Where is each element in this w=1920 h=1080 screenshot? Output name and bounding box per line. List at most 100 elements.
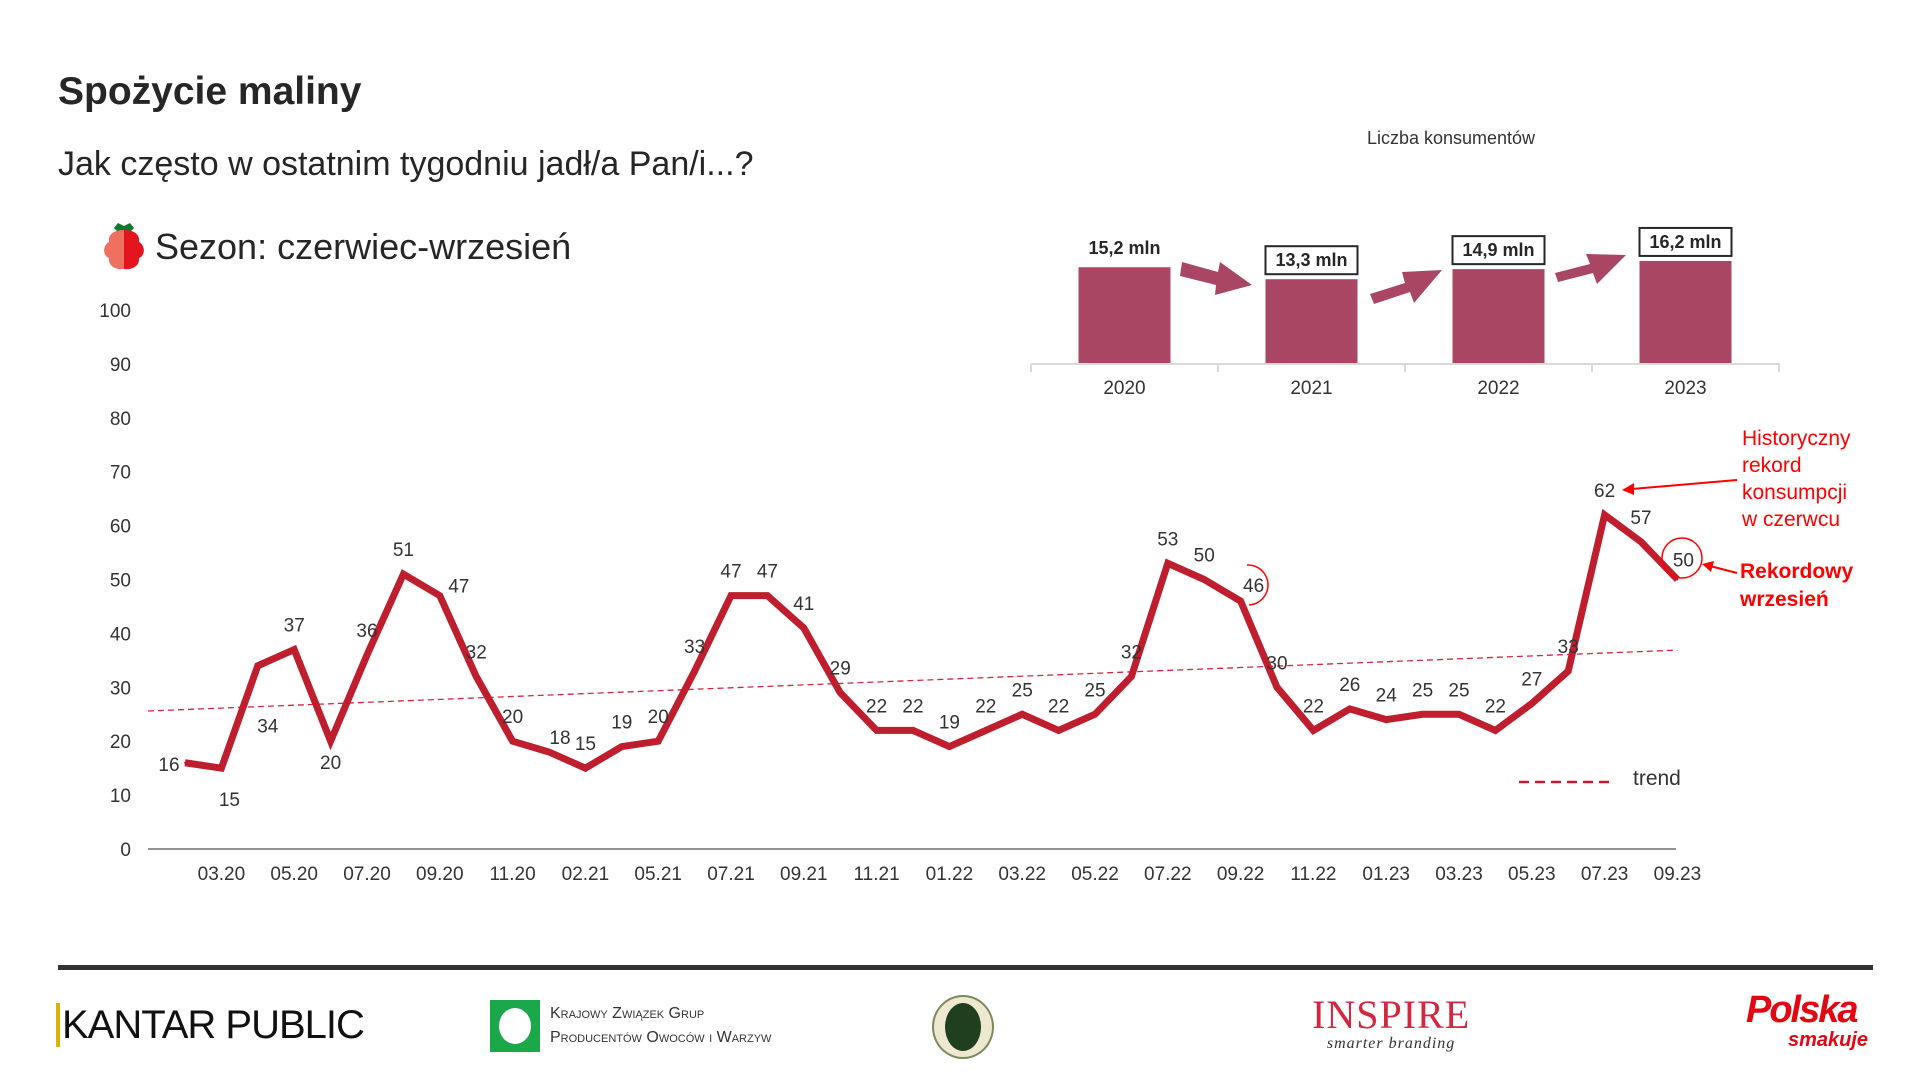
data-label: 47: [448, 577, 469, 598]
trend-line: [147, 649, 1678, 712]
data-label: 47: [720, 562, 741, 583]
legend-trend-label: trend: [1633, 767, 1681, 790]
data-label: 26: [1339, 675, 1360, 696]
data-label: 22: [1303, 696, 1324, 717]
data-point: [1421, 713, 1424, 716]
data-label: 47: [757, 562, 778, 583]
data-label: 33: [684, 637, 705, 658]
data-point: [1567, 670, 1570, 673]
data-point: [620, 745, 623, 748]
data-label: 50: [1194, 546, 1215, 567]
season-label: Sezon: czerwiec-wrzesień: [155, 226, 572, 267]
page-title: Spożycie maliny: [58, 70, 362, 113]
annotation-line: w czerwcu: [1741, 508, 1840, 531]
data-point: [1530, 702, 1533, 705]
data-label: 53: [1157, 529, 1178, 550]
data-point: [1676, 578, 1679, 581]
y-tick-label: 30: [110, 678, 131, 699]
data-point: [912, 729, 914, 732]
data-label: 20: [502, 707, 523, 728]
data-point: [548, 750, 550, 753]
annotation-line: rekord: [1742, 454, 1802, 477]
x-tick-label: 07.23: [1581, 864, 1629, 885]
data-point: [184, 761, 186, 764]
bar-value-label: 13,3 mln: [1275, 250, 1347, 270]
annotation-line: Rekordowy: [1740, 560, 1854, 583]
data-label: 50: [1673, 551, 1694, 572]
data-label: 24: [1376, 686, 1398, 707]
data-label: 22: [866, 696, 887, 717]
bar-category-label: 2020: [1103, 378, 1145, 399]
annotation-line: wrzesień: [1739, 588, 1829, 611]
record-annotation: Historyczny rekord konsumpcji w czerwcu: [1741, 427, 1851, 531]
annotation-line: Historyczny: [1742, 427, 1851, 450]
x-tick-label: 03.22: [998, 864, 1046, 885]
data-point: [1276, 686, 1278, 689]
data-point: [1603, 513, 1606, 516]
data-label: 32: [466, 643, 487, 664]
inset-title: Liczba konsumentów: [1367, 128, 1536, 148]
data-point: [1166, 562, 1169, 565]
page-subtitle: Jak często w ostatnim tygodniu jadł/a Pa…: [58, 145, 754, 183]
kantar-public-logo: KANTAR PUBLIC: [56, 1003, 365, 1048]
x-tick-label: 09.20: [416, 864, 464, 885]
data-point: [839, 691, 842, 694]
data-label: 62: [1594, 481, 1615, 502]
data-point: [1494, 729, 1497, 732]
data-point: [766, 594, 769, 597]
data-label: 33: [1558, 637, 1579, 658]
data-label: 41: [793, 594, 814, 615]
data-label: 32: [1121, 643, 1142, 664]
data-label: 15: [219, 790, 240, 811]
y-tick-label: 20: [110, 732, 131, 753]
record-arrow: [1631, 479, 1738, 490]
x-tick-label: 02.21: [562, 864, 610, 885]
x-tick-label: 05.22: [1071, 864, 1119, 885]
ministry-seal-icon: [932, 995, 994, 1059]
data-label: 18: [549, 728, 570, 749]
data-point: [584, 767, 587, 770]
x-tick-label: 01.22: [926, 864, 974, 885]
series-line: [184, 508, 1680, 773]
data-point: [220, 767, 223, 770]
kzgpoiw-logo: Krajowy Związek Grup Producentów Owoców i…: [490, 1000, 771, 1052]
data-label: 25: [1412, 680, 1433, 701]
highlight-arc: [1246, 564, 1269, 606]
y-tick-label: 0: [120, 840, 131, 861]
logo-text: Krajowy Związek Grup: [550, 1005, 705, 1022]
bar-value-label: 16,2 mln: [1649, 232, 1721, 252]
data-point: [1094, 713, 1096, 716]
data-label: 27: [1521, 669, 1542, 690]
data-label: 51: [393, 540, 414, 561]
x-tick-label: 05.20: [270, 864, 318, 885]
x-tick-label: 03.20: [198, 864, 246, 885]
data-point: [1021, 713, 1024, 716]
data-point: [293, 648, 296, 651]
kzgpoiw-logo-icon: [490, 1000, 540, 1052]
data-point: [1057, 729, 1060, 732]
data-label: 25: [1012, 680, 1033, 701]
data-point: [1458, 713, 1460, 716]
data-label: 46: [1243, 576, 1264, 597]
value-box: [1451, 235, 1546, 266]
data-point: [475, 675, 478, 678]
september-annotation: Rekordowy wrzesień: [1739, 560, 1854, 611]
x-tick-label: 11.22: [1290, 864, 1336, 885]
data-point: [693, 670, 696, 673]
footer-divider: [58, 965, 1873, 970]
x-tick-label: 11.21: [854, 864, 900, 885]
data-point: [256, 664, 259, 667]
data-label: 25: [1448, 680, 1469, 701]
raspberry-icon: [104, 223, 144, 270]
highlight-circle: [1661, 537, 1703, 579]
data-point: [1203, 578, 1206, 581]
data-label: 30: [1266, 653, 1287, 674]
data-label: 20: [320, 753, 341, 774]
y-tick-label: 90: [110, 355, 131, 376]
september-arrow: [1709, 565, 1738, 574]
data-point: [802, 627, 805, 630]
data-label: 57: [1630, 508, 1651, 529]
y-tick-label: 60: [110, 517, 131, 538]
x-axis: 03.20 05.20 07.20 09.20 11.20 02.21 05.21 07.21…: [198, 864, 1702, 885]
x-tick-label: 09.21: [780, 864, 828, 885]
